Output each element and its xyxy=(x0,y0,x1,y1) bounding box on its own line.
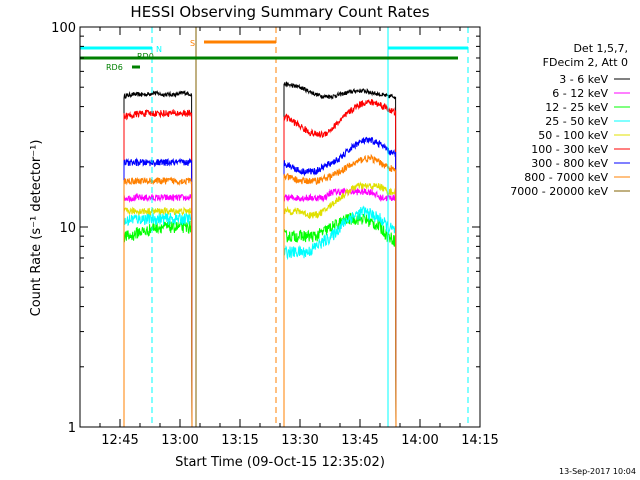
trace-line xyxy=(283,98,397,428)
plot-frame xyxy=(79,26,481,428)
x-tick-label: 12:45 xyxy=(101,433,138,448)
y-tick-label: 10 xyxy=(59,221,76,236)
trace-line xyxy=(123,176,193,428)
chart-title: HESSI Observing Summary Count Rates xyxy=(130,3,429,21)
flag-label-n: N xyxy=(156,45,162,54)
x-tick-label: 13:00 xyxy=(161,433,198,448)
trace-line xyxy=(123,211,193,428)
legend-entry-label: 25 - 50 keV xyxy=(545,115,608,128)
trace-line xyxy=(283,136,397,428)
legend-entry-label: 50 - 100 keV xyxy=(538,129,608,142)
x-tick-label: 14:15 xyxy=(461,433,498,448)
y-axis-label: Count Rate (s⁻¹ detector⁻¹) xyxy=(29,140,44,317)
vertical-lines-layer xyxy=(79,27,469,427)
x-axis-label: Start Time (09-Oct-15 12:35:02) xyxy=(175,455,385,470)
legend-entry-label: 300 - 800 keV xyxy=(531,157,608,170)
flag-label-rd0: RD0 xyxy=(137,52,154,61)
trace-line xyxy=(123,157,193,428)
x-tick-label: 13:45 xyxy=(341,433,378,448)
x-tick-label: 13:15 xyxy=(221,433,258,448)
trace-line xyxy=(283,212,397,428)
y-tick-label: 1 xyxy=(68,421,76,436)
x-axis: 12:45 13:00 13:15 13:30 13:45 14:00 14:15 xyxy=(79,27,499,448)
trace-line xyxy=(283,205,397,428)
trace-line xyxy=(123,90,193,428)
x-tick-label: 13:30 xyxy=(281,433,318,448)
y-tick-label: 100 xyxy=(51,21,76,36)
legend-entry-label: 12 - 25 keV xyxy=(545,101,608,114)
y-axis: 1 10 100 xyxy=(51,21,480,436)
generation-timestamp: 13-Sep-2017 10:04 xyxy=(559,467,636,476)
legend-entry-label: 6 - 12 keV xyxy=(552,87,608,100)
trace-line xyxy=(283,181,397,428)
legend-entry-label: 7000 - 20000 keV xyxy=(510,185,608,198)
flag-label-s: S xyxy=(190,39,195,48)
trace-line xyxy=(123,108,193,428)
legend-entry-label: 100 - 300 keV xyxy=(531,143,608,156)
trace-line xyxy=(283,187,397,428)
trace-line xyxy=(283,153,397,428)
trace-line xyxy=(283,81,397,428)
legend-entry-label: 800 - 7000 keV xyxy=(524,171,608,184)
traces-layer xyxy=(123,81,397,428)
trace-line xyxy=(123,206,193,428)
trace-line xyxy=(123,220,193,428)
legend-header-line: FDecim 2, Att 0 xyxy=(543,56,628,69)
legend-header-line: Det 1,5,7, xyxy=(573,42,628,55)
flag-label-rd6: RD6 xyxy=(106,63,123,72)
x-tick-label: 14:00 xyxy=(401,433,438,448)
legend-entry-label: 3 - 6 keV xyxy=(559,73,608,86)
trace-line xyxy=(123,192,193,428)
